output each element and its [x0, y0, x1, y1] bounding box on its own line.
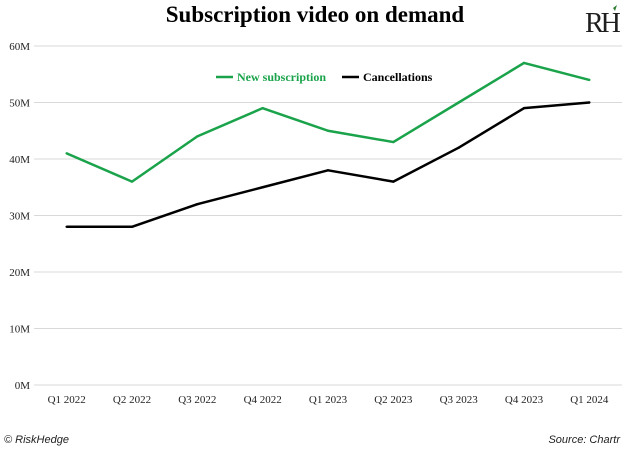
y-axis: 0M 10M 20M 30M 40M 50M 60M — [9, 41, 30, 392]
series-line-cancellations — [66, 101, 590, 229]
data-point — [522, 61, 526, 65]
y-tick-label: 40M — [9, 154, 30, 166]
y-tick-label: 30M — [9, 211, 30, 223]
data-point — [326, 169, 330, 172]
series-line-new-subscription — [66, 61, 590, 183]
data-point — [392, 180, 395, 183]
data-point — [130, 180, 134, 183]
y-tick-label: 10M — [9, 324, 30, 336]
data-point — [588, 101, 591, 104]
data-point — [392, 140, 395, 144]
legend-label-cancellations: Cancellations — [363, 70, 433, 84]
logo-letters: RH — [585, 8, 621, 36]
x-tick-label: Q3 2023 — [440, 394, 479, 406]
series-layer — [65, 61, 591, 229]
x-tick-label: Q1 2023 — [309, 394, 348, 406]
data-point — [326, 129, 330, 132]
data-point — [522, 106, 526, 110]
x-tick-label: Q2 2023 — [374, 394, 413, 406]
data-point — [130, 225, 134, 228]
data-point — [457, 146, 460, 149]
data-point — [588, 78, 591, 82]
logo-leaf-icon — [613, 5, 617, 11]
y-tick-label: 60M — [9, 41, 30, 53]
y-tick-label: 50M — [9, 98, 30, 110]
legend: New subscription Cancellations — [216, 70, 433, 84]
data-point — [196, 203, 199, 206]
data-point — [261, 186, 264, 189]
y-tick-label: 0M — [15, 380, 31, 392]
x-tick-label: Q1 2024 — [570, 394, 609, 406]
x-axis: Q1 2022 Q2 2022 Q3 2022 Q4 2022 Q1 2023 Q2 20… — [48, 394, 609, 406]
copyright-note: © RiskHedge — [4, 434, 69, 446]
data-point — [196, 135, 199, 138]
y-tick-label: 20M — [9, 267, 30, 279]
data-point — [457, 101, 460, 104]
data-point — [65, 152, 68, 155]
riskhedge-logo: RH — [585, 5, 624, 36]
x-tick-label: Q2 2022 — [113, 394, 151, 406]
x-tick-label: Q3 2022 — [178, 394, 216, 406]
grid-layer — [34, 45, 622, 386]
data-point — [261, 106, 264, 110]
source-note: Source: Chartr — [548, 434, 620, 446]
data-point — [65, 225, 68, 228]
x-tick-label: Q1 2022 — [48, 394, 86, 406]
legend-label-new-subscription: New subscription — [237, 70, 326, 84]
x-tick-label: Q4 2022 — [244, 394, 282, 406]
x-tick-label: Q4 2023 — [505, 394, 544, 406]
chart-title: Subscription video on demand — [165, 2, 465, 27]
